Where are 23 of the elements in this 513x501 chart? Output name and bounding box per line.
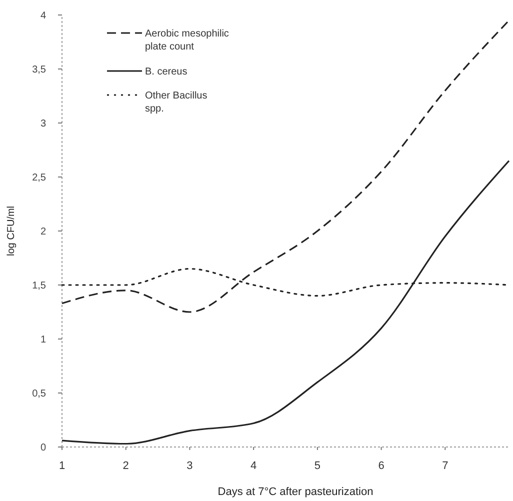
line-series [61,160,510,445]
y-tick-label: 3 [40,118,46,130]
x-tick-label: 3 [186,460,193,472]
y-tick-label: 1 [40,334,46,346]
line-series [61,20,510,313]
x-tick-label: 7 [442,460,448,472]
y-axis-title: log CFU/ml [6,206,17,256]
y-tick-label: 0,5 [32,388,46,400]
x-axis-title: Days at 7°C after pasteurization [218,486,374,498]
y-tick-label: 0 [40,442,46,454]
x-tick-label: 2 [122,460,129,472]
y-tick-label: 4 [40,10,46,22]
legend-label: Other Bacillus spp. [145,90,208,114]
y-tick-label: 3,5 [32,64,46,76]
x-tick-label: 6 [378,460,384,472]
y-tick-label: 2,5 [32,172,46,184]
legend-label: Aerobic mesophilic plate count [145,28,229,52]
y-tick-label: 1,5 [32,280,46,292]
legend-label: B. cereus [145,66,188,78]
x-tick-label: 5 [314,460,320,472]
x-tick-label: 1 [58,460,66,472]
x-tick-label: 4 [250,460,257,472]
y-tick-label: 2 [40,226,46,238]
